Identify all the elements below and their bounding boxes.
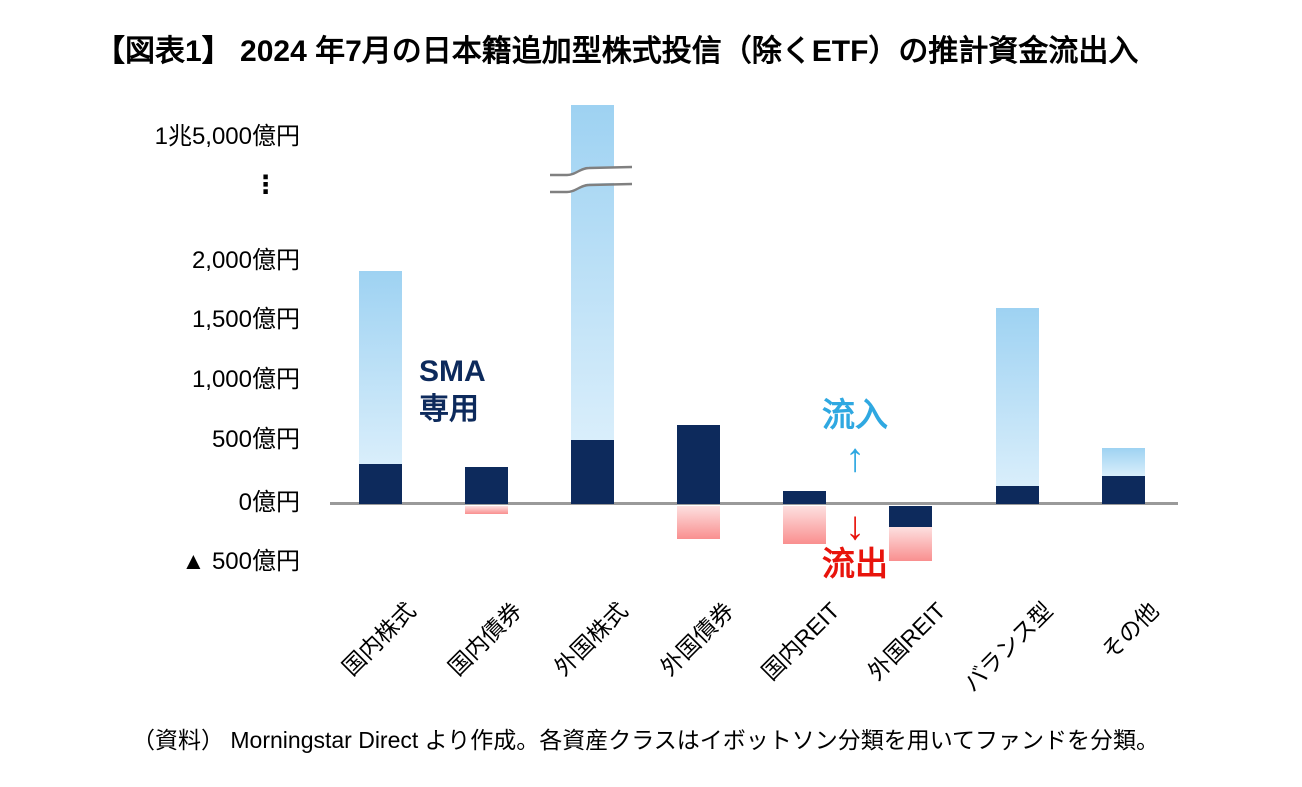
x-axis-zero-line [330, 502, 1178, 505]
y-axis-tick-label: 500億円 [211, 426, 300, 453]
outflow-label: 流出 [822, 545, 888, 582]
bar-sma-segment [782, 490, 826, 504]
sma-annotation-line1: SMA [419, 355, 486, 388]
bar-inflow-segment [358, 271, 402, 465]
bar-sma-segment [995, 486, 1039, 504]
bar-inflow-segment [995, 308, 1039, 486]
bar-sma-segment [358, 464, 402, 504]
bar-sma-segment [888, 505, 932, 527]
bar-outflow-segment [676, 505, 720, 540]
bar-sma-segment [676, 424, 720, 504]
source-note: （資料） Morningstar Direct より作成。各資産クラスはイボット… [132, 727, 1160, 753]
bar-outflow-segment [782, 505, 826, 544]
inflow-label: 流入 [822, 396, 888, 433]
bar-sma-segment [570, 440, 614, 504]
bar-sma-segment [1101, 476, 1145, 504]
y-axis-tick-label: 1,500億円 [191, 306, 300, 333]
y-axis-tick-label: ▲ 500億円 [181, 548, 300, 575]
bar-outflow-segment [888, 526, 932, 562]
outflow-arrow-icon: ↓ [845, 504, 865, 548]
bar-sma-segment [464, 466, 508, 504]
bar-inflow-segment [1101, 447, 1145, 477]
y-axis-tick-label: 1兆5,000億円 [154, 123, 300, 150]
y-axis-break-marker: ⋮ [253, 171, 278, 199]
inflow-arrow-icon: ↑ [845, 436, 865, 480]
bar-outflow-segment [464, 505, 508, 514]
chart-title: 【図表1】 2024 年7月の日本籍追加型株式投信（除くETF）の推計資金流出入 [95, 35, 1139, 68]
sma-annotation: SMA 専用 [419, 353, 486, 429]
axis-break-icon [550, 165, 633, 194]
y-axis-tick-label: 1,000億円 [191, 366, 300, 393]
sma-annotation-line2: 専用 [419, 393, 479, 426]
bar-inflow-segment [570, 105, 614, 441]
y-axis-tick-label: 0億円 [238, 489, 300, 516]
y-axis-tick-label: 2,000億円 [191, 247, 300, 274]
